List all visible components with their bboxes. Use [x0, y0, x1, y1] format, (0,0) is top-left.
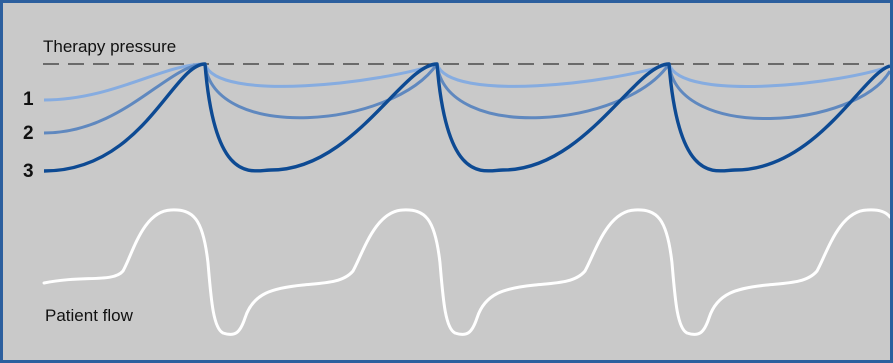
- level-2-label: 2: [23, 123, 34, 144]
- patient-flow-curve: [42, 208, 890, 336]
- patient-flow-label: Patient flow: [45, 306, 133, 325]
- pressure-curve-2: [43, 62, 890, 135]
- level-3-label: 3: [23, 161, 34, 182]
- level-1-label: 1: [23, 89, 34, 110]
- therapy-pressure-label: Therapy pressure: [43, 37, 177, 56]
- diagram-canvas: [42, 62, 890, 336]
- pressure-curve-3: [43, 62, 890, 173]
